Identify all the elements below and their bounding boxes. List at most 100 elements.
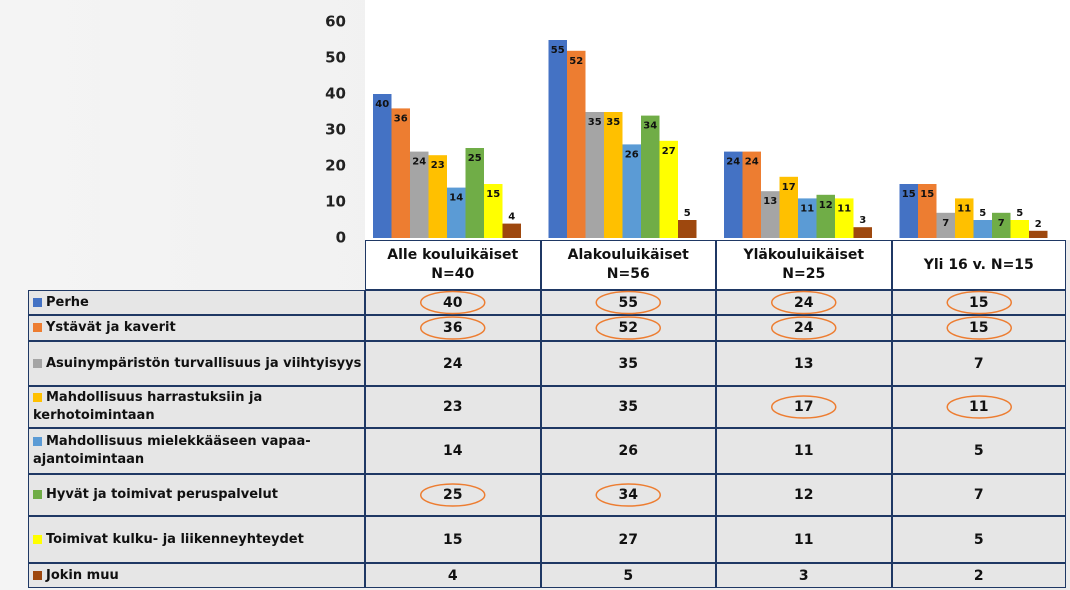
bar: [1029, 230, 1048, 238]
data-label: 35: [606, 117, 620, 128]
table-cell-text: 11: [794, 531, 814, 548]
bar: [641, 115, 660, 238]
y-tick-label: 30: [325, 121, 346, 139]
table-cell-text: 24: [794, 320, 814, 336]
legend-swatch: [33, 297, 42, 307]
table-cell-text: 26: [618, 443, 638, 459]
table-cell-text: 5: [973, 443, 984, 459]
table-cell: 11: [891, 386, 1066, 428]
bar: [779, 176, 798, 238]
bar: [465, 148, 484, 238]
table-cell-text: 13: [794, 355, 814, 372]
table-cell: 2: [891, 563, 1066, 588]
legend-label: Ystävät ja kaverit: [46, 320, 176, 335]
table-cell: 52: [540, 315, 716, 341]
table-cell-text: 15: [969, 294, 989, 311]
table-cell: 15: [365, 516, 541, 563]
legend-swatch: [33, 490, 42, 499]
legend-swatch: [33, 393, 42, 402]
table-cell-text: 15: [969, 320, 989, 336]
table-cell: 15: [891, 290, 1066, 315]
table-cell: 35: [540, 341, 716, 386]
legend-entry: Asuinympäristön turvallisuus ja viihtyis…: [33, 355, 361, 373]
legend-label: Mahdollisuus harrastuksiin ja kerhotoimi…: [33, 390, 263, 423]
table-cell: 11: [716, 516, 892, 563]
table-cell-text: 27: [618, 531, 638, 548]
row-header: Mahdollisuus mielekkääseen vapaa-ajantoi…: [28, 428, 365, 474]
table-cell-text: 14: [443, 443, 463, 459]
row-header: Asuinympäristön turvallisuus ja viihtyis…: [28, 341, 365, 386]
table-cell-text: 15: [443, 531, 463, 548]
highlight-ellipse: [946, 395, 1012, 419]
data-label: 35: [588, 117, 602, 128]
bar: [502, 223, 521, 238]
data-label: 25: [468, 153, 482, 164]
bar: [373, 94, 392, 238]
row-header: Jokin muu: [28, 563, 365, 588]
bar: [447, 187, 466, 238]
column-header-text: Alle kouluikäiset N=40: [387, 247, 519, 282]
highlight-ellipse: [946, 316, 1012, 340]
y-tick-label: 50: [325, 49, 346, 67]
table-cell: 14: [365, 428, 541, 474]
table-cell: 55: [540, 290, 716, 315]
table-cell: 24: [365, 341, 541, 386]
legend-entry: Hyvät ja toimivat peruspalvelut: [33, 486, 278, 504]
legend-label: Toimivat kulku- ja liikenneyhteydet: [46, 531, 304, 547]
data-label: 11: [837, 203, 851, 214]
legend-label: Perhe: [46, 294, 89, 310]
data-label: 26: [625, 149, 639, 160]
table-cell: 36: [365, 315, 541, 341]
table-cell-text: 4: [447, 567, 458, 584]
column-header-text: Alakouluikäiset N=56: [567, 247, 689, 282]
legend-entry: Mahdollisuus harrastuksiin ja kerhotoimi…: [33, 389, 364, 425]
legend-entry: Perhe: [33, 294, 89, 312]
legend-swatch: [33, 358, 42, 368]
bar: [391, 108, 410, 239]
bar: [835, 198, 854, 238]
data-label: 5: [979, 208, 986, 219]
legend-swatch: [33, 437, 42, 446]
highlight-ellipse: [595, 316, 661, 340]
column-header: Yli 16 v. N=15: [891, 240, 1066, 290]
data-label: 15: [902, 189, 916, 200]
table-cell-text: 5: [623, 567, 634, 584]
table-cell-text: 35: [618, 355, 638, 372]
table-cell-text: 52: [618, 320, 638, 336]
bar: [936, 212, 955, 238]
data-label: 11: [800, 203, 814, 214]
bar: [678, 220, 697, 238]
data-label: 15: [486, 189, 500, 200]
highlight-ellipse: [595, 290, 661, 315]
bar: [973, 220, 992, 238]
bar: [798, 198, 817, 238]
bar: [816, 194, 835, 238]
bar: [585, 112, 604, 238]
legend-label: Asuinympäristön turvallisuus ja viihtyis…: [46, 355, 362, 371]
data-label: 34: [643, 121, 657, 132]
data-label: 24: [726, 157, 740, 168]
data-label: 13: [763, 196, 777, 207]
legend-label: Mahdollisuus mielekkääseen vapaa-ajantoi…: [33, 434, 311, 467]
table-cell-text: 17: [794, 399, 814, 415]
row-header: Perhe: [28, 290, 365, 315]
bar: [604, 112, 623, 238]
table-cell: 27: [540, 516, 716, 563]
row-header: Mahdollisuus harrastuksiin ja kerhotoimi…: [28, 386, 365, 428]
table-cell-text: 40: [443, 294, 463, 311]
table-cell-text: 2: [973, 567, 984, 584]
table-cell: 5: [891, 516, 1066, 563]
data-label: 4: [508, 212, 515, 223]
data-label: 5: [1016, 208, 1023, 219]
data-label: 2: [1035, 219, 1042, 230]
legend-swatch: [33, 534, 42, 544]
data-label: 27: [662, 146, 676, 157]
table-cell-text: 11: [969, 399, 989, 415]
bar: [484, 184, 503, 238]
table-cell-text: 25: [443, 487, 463, 503]
table-cell: 25: [365, 474, 541, 516]
row-header: Hyvät ja toimivat peruspalvelut: [28, 474, 365, 516]
table-cell-text: 55: [618, 294, 638, 311]
table-cell: 17: [716, 386, 892, 428]
